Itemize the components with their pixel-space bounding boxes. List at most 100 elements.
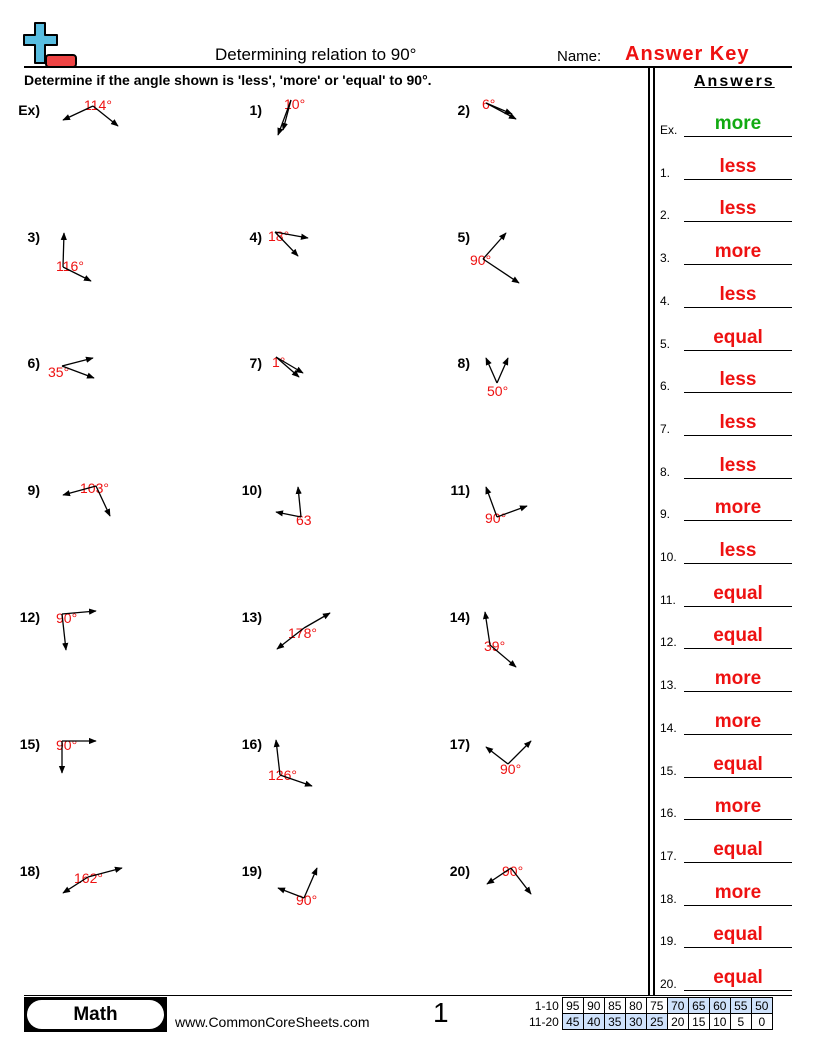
angle-ray-arrow — [496, 505, 528, 518]
answer-value: less — [719, 369, 757, 391]
answer-line — [684, 819, 792, 821]
angle-figure: 18° — [268, 228, 309, 257]
answer-row: 19. equal — [660, 918, 792, 949]
angle-figure: 6° — [482, 97, 517, 120]
name-label: Name: — [557, 48, 602, 65]
angle-ray-arrow — [277, 887, 305, 899]
angle-figure: 90° — [56, 608, 97, 651]
angle-figure: 90° — [485, 740, 532, 777]
score-cell: 40 — [582, 1013, 605, 1030]
angle-figure: 116° — [56, 232, 92, 282]
answer-number: 6. — [660, 379, 671, 394]
answer-line — [684, 178, 792, 180]
answer-row: 11. equal — [660, 577, 792, 607]
problem-number: 20) — [449, 863, 470, 879]
answer-row: 7. less — [660, 406, 792, 436]
answer-line — [684, 990, 792, 991]
angle-measure-label: 50° — [487, 383, 508, 399]
angle-figure: 90° — [56, 737, 97, 774]
score-cell: 65 — [687, 997, 710, 1014]
page-number: 1 — [433, 997, 449, 1028]
answer-number: 7. — [660, 421, 671, 436]
problem-number: 5) — [457, 229, 470, 245]
angle-measure-label: 35° — [48, 364, 69, 380]
angle-ray-arrow — [62, 876, 89, 894]
answer-line — [684, 776, 792, 778]
angle-ray-arrow — [61, 613, 69, 651]
angle-figure: 90° — [277, 867, 318, 908]
answer-value: less — [719, 540, 757, 561]
answer-row: 1. less — [660, 150, 792, 180]
problem-number: 15) — [19, 736, 40, 752]
angle-ray-arrow — [510, 867, 532, 895]
answer-value: equal — [713, 838, 763, 860]
footer-divider — [24, 995, 792, 996]
angle-measure-label: 126° — [268, 767, 297, 783]
problem-number: 8) — [457, 355, 470, 371]
angle-ray-arrow — [279, 774, 313, 787]
angle-figure: 39° — [482, 611, 517, 668]
answer-row: 2. less — [660, 192, 792, 223]
angle-ray-arrow — [62, 485, 97, 497]
score-cell: 45 — [561, 1013, 584, 1030]
problem-number: 6) — [27, 355, 40, 371]
answer-number: 13. — [660, 678, 677, 693]
answer-number: 19. — [660, 934, 677, 949]
angle-ray-arrow — [61, 608, 97, 615]
angle-ray-arrow — [92, 105, 119, 127]
angle-measure-label: 90° — [500, 761, 521, 777]
answer-row: 4. less — [660, 278, 792, 308]
score-row-label: 11-20 — [529, 1014, 559, 1029]
angle-measure-label: 103° — [80, 480, 109, 496]
answer-line — [684, 136, 792, 137]
score-row-label: 1-10 — [534, 998, 559, 1013]
answer-line — [684, 733, 792, 735]
angle-ray-arrow — [275, 510, 302, 518]
answer-number: 11. — [660, 592, 676, 607]
angle-measure-label: 116° — [56, 258, 84, 274]
answer-line — [684, 605, 792, 607]
answer-value: more — [714, 497, 762, 519]
problem-number: 17) — [449, 736, 470, 752]
score-row: 1-10 95 90 85 80 75 70 65 60 55 50 — [527, 997, 773, 1014]
angle-ray-arrow — [486, 867, 512, 885]
angle-ray-arrow — [95, 485, 111, 517]
answer-line — [684, 648, 792, 650]
angle-measure-label: 114° — [84, 97, 112, 113]
angle-ray-arrow — [276, 627, 305, 650]
answer-number: 3. — [660, 251, 671, 266]
answer-value: equal — [713, 625, 763, 647]
score-cell: 55 — [729, 997, 752, 1014]
answer-row: 10. less — [660, 534, 792, 564]
angle-ray-arrow — [303, 612, 331, 629]
angle-measure-label: 1° — [272, 354, 285, 370]
score-cell: 75 — [645, 997, 668, 1014]
answer-value: equal — [713, 967, 763, 988]
score-cell: 10 — [708, 1013, 731, 1030]
answer-value: equal — [713, 924, 763, 946]
angle-ray-arrow — [60, 232, 67, 268]
instructions: Determine if the angle shown is 'less', … — [24, 72, 432, 88]
angle-figure: 10° — [277, 97, 305, 136]
answer-number: 1. — [660, 165, 671, 180]
problem-number: 12) — [19, 609, 40, 625]
angle-ray-arrow — [496, 357, 509, 384]
score-cell: 30 — [624, 1013, 647, 1030]
problem-number: 1) — [249, 102, 262, 118]
answer-column-divider — [648, 68, 650, 996]
problem-number: 7) — [249, 355, 262, 371]
score-cell: 90 — [582, 997, 605, 1014]
angle-measure-label: 90° — [485, 510, 506, 526]
answer-row: 6. less — [660, 363, 792, 394]
answer-number: 10. — [660, 550, 677, 564]
problem-number: 2) — [457, 102, 470, 118]
answer-line — [684, 691, 792, 693]
answer-value: less — [719, 411, 757, 433]
angle-ray-arrow — [275, 356, 300, 378]
answer-line — [684, 349, 792, 351]
answer-line — [684, 563, 792, 564]
problem-number: 19) — [241, 863, 262, 879]
score-cell: 25 — [645, 1013, 668, 1030]
answer-number: 16. — [660, 806, 677, 821]
answer-line — [684, 221, 792, 223]
